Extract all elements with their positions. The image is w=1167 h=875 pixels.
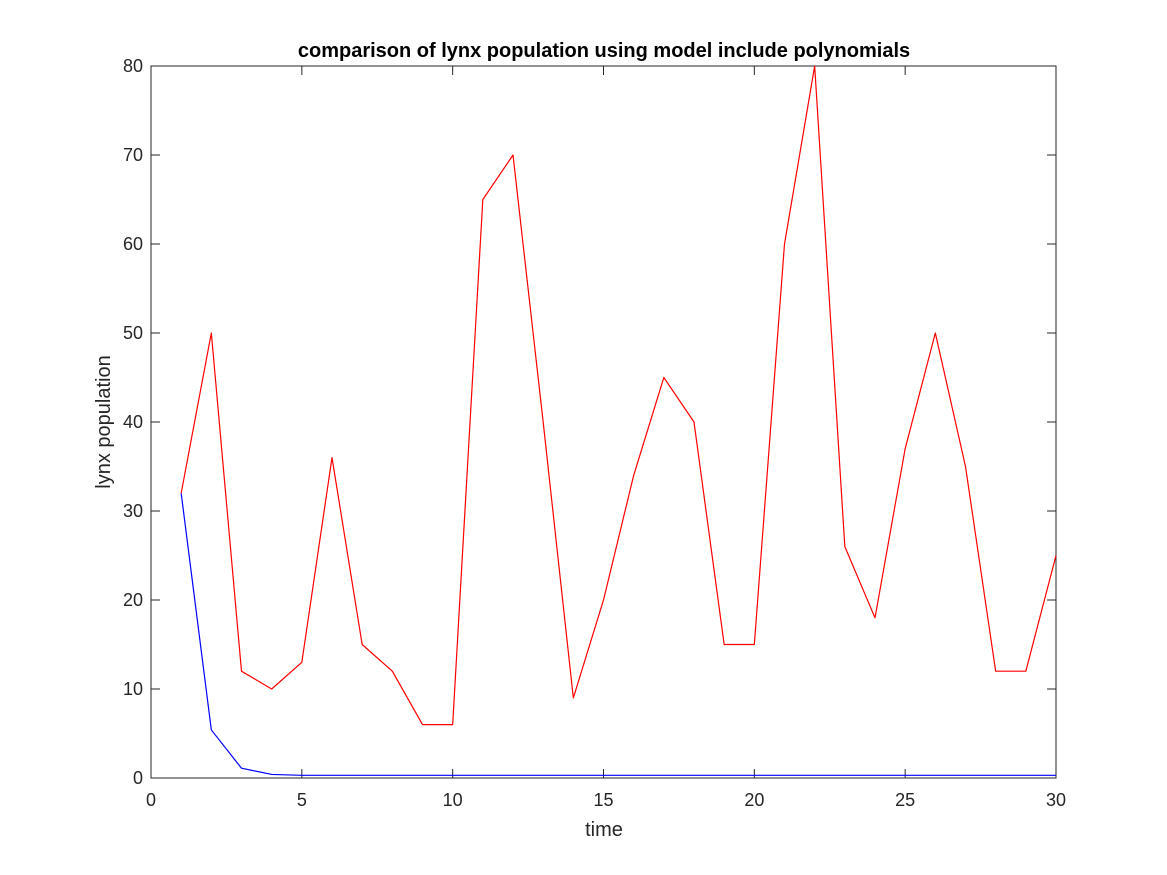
x-axis-label: time xyxy=(585,819,623,841)
y-tick-label: 70 xyxy=(123,145,143,165)
axes-box xyxy=(150,65,1057,779)
y-tick-label: 30 xyxy=(123,501,143,521)
y-tick-label: 60 xyxy=(123,234,143,254)
series-line-2 xyxy=(180,493,1056,776)
plot-area: 0 5 10 15 20 25 30 0 10 20 30 40 50 60 70 80 xyxy=(123,56,1066,810)
y-axis-label: lynx population xyxy=(93,355,115,488)
y-tick-label: 10 xyxy=(123,679,143,699)
x-tick-label: 10 xyxy=(443,790,463,810)
y-tick-label: 20 xyxy=(123,590,143,610)
x-tick-label: 0 xyxy=(146,790,156,810)
y-tick-label: 0 xyxy=(133,768,143,788)
x-tick-label: 5 xyxy=(297,790,307,810)
x-tick-label: 15 xyxy=(593,790,613,810)
x-tick-label: 20 xyxy=(744,790,764,810)
x-tick-label: 25 xyxy=(895,790,915,810)
x-tick-label: 30 xyxy=(1046,790,1066,810)
y-tick-label: 40 xyxy=(123,412,143,432)
chart-title: comparison of lynx population using mode… xyxy=(298,40,910,62)
series-line-1 xyxy=(180,65,1057,726)
y-tick-label: 80 xyxy=(123,56,143,76)
y-tick-label: 50 xyxy=(123,323,143,343)
